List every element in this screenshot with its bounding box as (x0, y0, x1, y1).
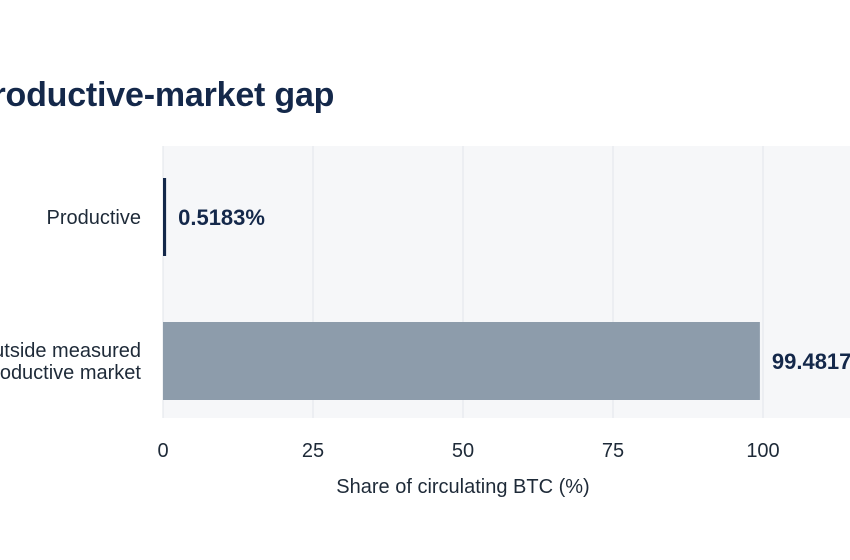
chart-title: Productive-market gap (0, 76, 335, 114)
x-tick-label: 75 (602, 440, 624, 462)
x-tick-label: 25 (302, 440, 324, 462)
bar (163, 178, 167, 256)
x-tick-label: 0 (157, 440, 168, 462)
data-label: 0.5183% (178, 205, 265, 230)
category-label-line: productive market (0, 362, 141, 384)
category-label: Outside measuredproductive market (0, 340, 141, 384)
x-axis-title: Share of circulating BTC (%) (336, 476, 589, 498)
data-label: 99.4817% (772, 349, 850, 374)
bars (163, 178, 760, 400)
category-label-line: Outside measured (0, 340, 141, 362)
category-label-line: Productive (47, 207, 142, 229)
labels: 0 25 50 75 100 0.5183% Productive 99.4817% Outsi… (0, 205, 850, 462)
category-label: Productive (47, 207, 142, 229)
x-tick-label: 50 (452, 440, 474, 462)
bar (163, 322, 760, 400)
x-tick-label: 100 (746, 440, 779, 462)
